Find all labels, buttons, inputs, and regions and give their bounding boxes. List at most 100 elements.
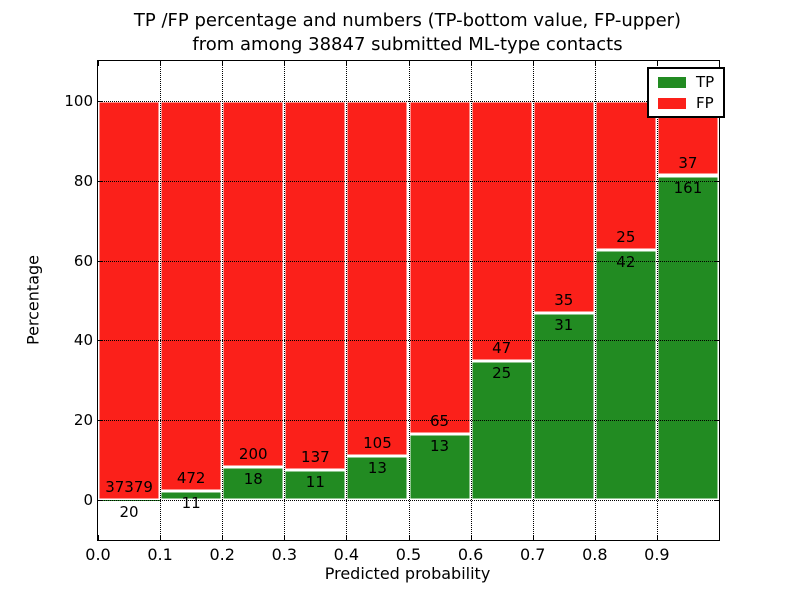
fp-count-label: 37 (678, 153, 698, 172)
y-tick-label: 60 (73, 251, 93, 270)
bar-fp-segment (346, 100, 409, 457)
x-tick-label: 0.4 (333, 545, 360, 564)
y-tick-mark (98, 500, 103, 502)
bar-fp-segment (98, 100, 161, 500)
tp-count-label: 31 (554, 315, 574, 334)
tp-count-label: 161 (673, 178, 703, 197)
x-tick-mark (408, 61, 410, 66)
x-tick-mark (656, 535, 658, 540)
x-tick-mark (160, 61, 162, 66)
bar-tp-segment (222, 467, 285, 501)
bar-tp-segment (408, 433, 471, 501)
x-axis-label: Predicted probability (324, 564, 491, 583)
x-tick-mark (656, 61, 658, 66)
x-tick-label: 0.6 (457, 545, 484, 564)
x-gridline (656, 61, 658, 540)
bar-tp-segment (470, 361, 533, 501)
x-gridline (160, 61, 162, 540)
x-tick-mark (719, 61, 720, 66)
x-tick-label: 0.7 (519, 545, 546, 564)
tp-count-label: 11 (181, 493, 201, 512)
x-tick-mark (532, 535, 534, 540)
y-tick-mark (714, 420, 719, 422)
x-gridline (470, 61, 472, 540)
x-tick-label: 0.3 (271, 545, 298, 564)
y-tick-mark (98, 420, 103, 422)
y-tick-mark (714, 260, 719, 262)
y-tick-label: 0 (83, 491, 93, 510)
y-tick-label: 40 (73, 331, 93, 350)
y-tick-mark (98, 260, 103, 262)
x-gridline (408, 61, 410, 540)
x-gridline (532, 61, 534, 540)
bar-tp-segment (346, 456, 409, 501)
y-gridline (98, 500, 719, 502)
x-gridline (222, 61, 224, 540)
x-gridline (594, 61, 596, 540)
legend-label-fp: FP (696, 93, 714, 112)
bar-fp-segment (532, 100, 595, 313)
y-gridline (98, 420, 719, 422)
y-gridline (98, 180, 719, 182)
tp-count-label: 25 (492, 364, 512, 383)
fp-count-label: 65 (430, 411, 450, 430)
y-tick-mark (98, 100, 103, 102)
legend: TP FP (647, 67, 726, 118)
fp-count-label: 105 (363, 434, 392, 453)
y-tick-mark (714, 340, 719, 342)
y-tick-label: 80 (73, 171, 93, 190)
x-tick-mark (532, 61, 534, 66)
x-tick-mark (594, 535, 596, 540)
y-tick-mark (98, 340, 103, 342)
tp-count-label: 13 (367, 459, 387, 478)
bar-fp-segment (284, 100, 347, 471)
x-tick-mark (222, 61, 224, 66)
x-tick-label: 0.9 (644, 545, 670, 564)
fp-count-label: 25 (616, 227, 636, 246)
x-tick-mark (719, 535, 720, 540)
y-gridline (98, 100, 719, 102)
tp-count-label: 18 (243, 470, 263, 489)
fp-count-label: 472 (176, 468, 206, 487)
bar-fp-segment (470, 100, 533, 362)
y-tick-mark (714, 180, 719, 182)
y-tick-mark (98, 180, 103, 182)
bar-tp-segment (532, 312, 595, 501)
x-tick-mark (284, 535, 286, 540)
bar-tp-segment (284, 470, 347, 501)
tp-count-label: 20 (119, 502, 139, 521)
x-tick-mark (408, 535, 410, 540)
bar-fp-segment (408, 100, 471, 434)
fp-count-label: 37379 (105, 477, 153, 496)
y-tick-label: 20 (73, 411, 93, 430)
y-tick-label: 100 (64, 91, 93, 110)
x-tick-mark (346, 61, 348, 66)
x-tick-mark (346, 535, 348, 540)
x-gridline (284, 61, 286, 540)
x-tick-label: 0.2 (209, 545, 235, 564)
x-tick-mark (160, 535, 162, 540)
chart-title-line-2: from among 38847 submitted ML-type conta… (192, 34, 623, 55)
y-gridline (98, 260, 719, 262)
chart-title: TP /FP percentage and numbers (TP-bottom… (97, 9, 718, 57)
fp-count-label: 47 (492, 339, 512, 358)
fp-count-label: 137 (301, 448, 330, 467)
bar-fp-segment (160, 100, 223, 491)
tp-count-label: 13 (430, 436, 450, 455)
legend-item-fp: FP (658, 95, 714, 111)
x-tick-mark (98, 61, 99, 66)
legend-swatch-tp (658, 76, 686, 88)
bar-tp-segment (656, 175, 719, 501)
y-gridline (98, 340, 719, 342)
y-tick-mark (714, 500, 719, 502)
bar-fp-segment (594, 100, 657, 250)
plot-area: TP FP 37379 20 472 11 200 18 137 11 105 13 65 13 47 25… (64, 60, 726, 564)
bar-fp-segment (222, 100, 285, 468)
x-tick-mark (470, 535, 472, 540)
x-tick-label: 0.5 (395, 545, 422, 564)
x-gridline (346, 61, 348, 540)
x-tick-label: 0.0 (85, 545, 111, 564)
legend-swatch-fp (658, 97, 686, 109)
tp-count-label: 42 (616, 252, 636, 271)
